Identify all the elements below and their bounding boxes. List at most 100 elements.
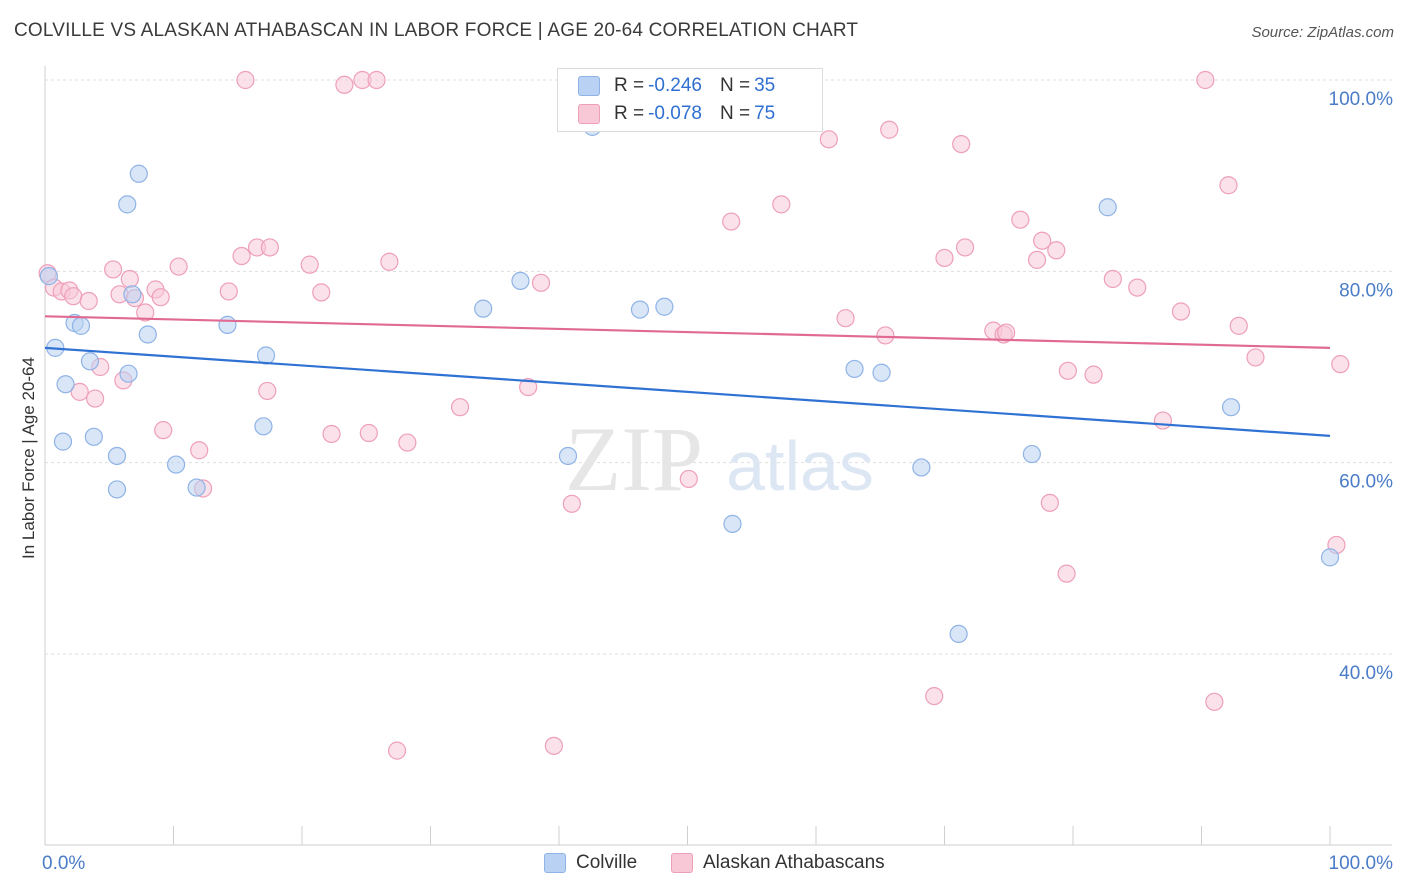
athabascan-point bbox=[387, 741, 407, 760]
athabascan-point bbox=[544, 736, 563, 755]
athabascan-point bbox=[1171, 302, 1191, 321]
athabascan-point bbox=[219, 282, 238, 301]
athabascan-point bbox=[952, 134, 971, 154]
athabascan-point bbox=[1047, 241, 1066, 260]
athabascan-point bbox=[398, 433, 417, 452]
athabascan-point bbox=[335, 75, 354, 94]
x-tick-label-0: 0.0% bbox=[42, 853, 85, 874]
watermark-atlas: atlas bbox=[726, 427, 874, 505]
legend-n-value-athabascan: 75 bbox=[754, 103, 776, 124]
athabascan-point bbox=[70, 382, 89, 401]
colville-point bbox=[166, 455, 186, 474]
athabascan-trend-line bbox=[44, 315, 1331, 349]
legend-n-label: N = bbox=[719, 103, 751, 124]
colville-point bbox=[123, 285, 142, 304]
y-axis-label: In Labor Force | Age 20-64 bbox=[19, 357, 38, 559]
colville-point bbox=[107, 480, 127, 499]
series-legend-athabascan-label: Alaskan Athabascans bbox=[703, 852, 885, 873]
y-tick-label-60: 60.0% bbox=[1339, 472, 1393, 493]
athabascan-point bbox=[136, 303, 155, 322]
athabascan-point bbox=[1153, 411, 1173, 430]
series-legend-athabascan: Alaskan Athabascans bbox=[671, 852, 885, 874]
athabascan-point bbox=[312, 283, 331, 302]
athabascan-point bbox=[1058, 361, 1077, 380]
chart-source: Source: ZipAtlas.com bbox=[1251, 24, 1394, 41]
colville-points bbox=[39, 117, 1340, 644]
colville-point bbox=[558, 446, 578, 466]
athabascan-point bbox=[120, 269, 139, 289]
colville-point bbox=[138, 325, 157, 344]
colville-point bbox=[218, 315, 237, 335]
athabascan-point bbox=[880, 120, 899, 139]
colville-point bbox=[84, 427, 103, 446]
athabascan-point bbox=[79, 291, 98, 311]
athabascan-point bbox=[151, 288, 170, 307]
colville-point bbox=[187, 478, 206, 497]
athabascan-point bbox=[322, 424, 341, 444]
athabascan-point bbox=[925, 686, 944, 706]
athabascan-point bbox=[1103, 269, 1122, 289]
athabascan-point bbox=[1219, 176, 1238, 195]
colville-point bbox=[254, 417, 273, 436]
watermark: ZIP atlas bbox=[565, 408, 874, 510]
colville-point bbox=[949, 624, 968, 644]
colville-point bbox=[872, 363, 891, 382]
athabascan-point bbox=[1246, 348, 1265, 367]
athabascan-point bbox=[86, 389, 105, 408]
athabascan-point bbox=[367, 70, 386, 90]
colville-point bbox=[71, 316, 91, 335]
athabascan-point bbox=[236, 70, 255, 90]
athabascan-point bbox=[300, 255, 319, 274]
athabascan-point bbox=[772, 195, 791, 214]
athabascan-point bbox=[258, 381, 277, 401]
colville-swatch bbox=[578, 76, 600, 96]
athabascan-point bbox=[232, 246, 251, 266]
colville-point bbox=[630, 300, 650, 319]
colville-trend-line bbox=[44, 346, 1331, 437]
athabascan-point bbox=[1229, 316, 1248, 335]
colville-point bbox=[107, 446, 127, 466]
athabascan-point bbox=[1040, 493, 1059, 512]
athabascan-point bbox=[104, 260, 123, 279]
y-tick-label-100: 100.0% bbox=[1329, 89, 1394, 110]
y-tick-label-80: 80.0% bbox=[1339, 280, 1393, 301]
colville-point bbox=[474, 299, 493, 318]
colville-point bbox=[1098, 198, 1117, 217]
colville-point bbox=[912, 458, 931, 477]
athabascan-point bbox=[64, 287, 83, 306]
athabascan-point bbox=[260, 238, 279, 257]
colville-legend-swatch bbox=[544, 853, 566, 873]
colville-point bbox=[845, 359, 864, 379]
athabascan-point bbox=[997, 323, 1016, 342]
athabascan-point bbox=[935, 248, 954, 268]
legend-r-value-colville: -0.246 bbox=[648, 75, 702, 96]
series-legend: Colville Alaskan Athabascans bbox=[0, 852, 1406, 876]
trend-lines bbox=[44, 315, 1331, 437]
athabascan-point bbox=[190, 441, 209, 460]
watermark-zip: ZIP bbox=[565, 408, 703, 510]
athabascan-point bbox=[1033, 231, 1052, 250]
legend-n-label: N = bbox=[719, 75, 751, 96]
athabascan-point bbox=[1027, 250, 1047, 269]
colville-point bbox=[1320, 548, 1340, 567]
colville-point bbox=[118, 195, 137, 214]
colville-point bbox=[119, 364, 138, 383]
colville-point bbox=[256, 346, 276, 365]
gridlines bbox=[45, 79, 1392, 655]
athabascan-point bbox=[359, 423, 378, 443]
athabascan-point bbox=[1057, 564, 1076, 583]
athabascan-point bbox=[876, 326, 895, 345]
colville-point bbox=[511, 271, 530, 290]
athabascan-point bbox=[519, 377, 538, 397]
chart-title: COLVILLE VS ALASKAN ATHABASCAN IN LABOR … bbox=[14, 20, 859, 41]
legend-r-value-athabascan: -0.078 bbox=[648, 103, 702, 124]
athabascan-point bbox=[1011, 210, 1030, 229]
colville-point bbox=[1022, 444, 1041, 464]
tick-labels: 40.0% 60.0% 80.0% 100.0% 0.0% 100.0% bbox=[42, 89, 1393, 874]
athabascan-point bbox=[722, 212, 741, 231]
athabascan-point bbox=[1205, 692, 1224, 711]
colville-point bbox=[723, 514, 742, 533]
athabascan-point bbox=[562, 494, 581, 513]
athabascan-point bbox=[169, 257, 188, 276]
